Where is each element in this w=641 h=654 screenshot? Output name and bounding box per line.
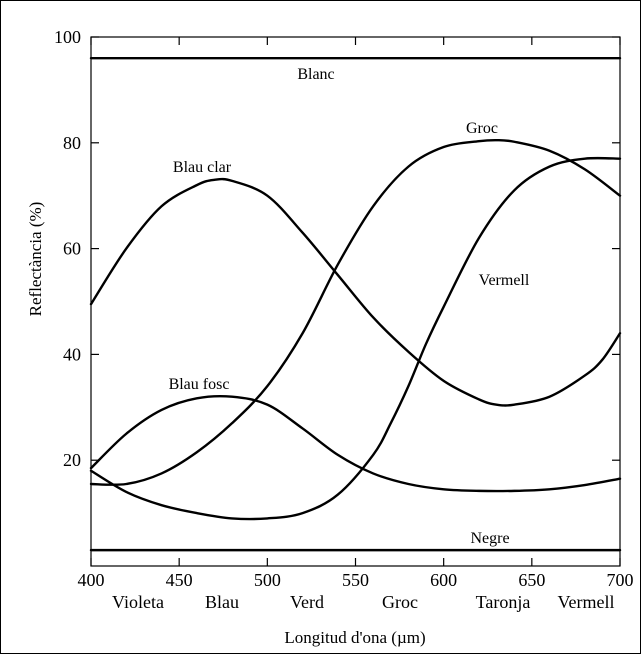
curve-label-vermell: Vermell (479, 272, 530, 289)
curve-blau-fosc (89, 394, 622, 493)
x-tick-labels: 400 450 500 550 600 650 700 (78, 570, 634, 590)
x-tick-label: 600 (430, 570, 457, 590)
x-tick-label: 550 (342, 570, 369, 590)
curve-blau-clar (89, 177, 622, 407)
y-tick-label: 80 (63, 133, 81, 153)
curve-groc (89, 138, 622, 486)
curve-labels: Blanc Negre Blau clar Blau fosc Groc Vermell (169, 66, 530, 547)
axis-ticks (90, 36, 621, 566)
band-label-vermell: Vermell (558, 592, 615, 612)
y-tick-label: 40 (63, 344, 81, 364)
y-axis-title: Reflectància (%) (26, 202, 45, 317)
color-band-labels: Violeta Blau Verd Groc Taronja Vermell (112, 592, 614, 612)
x-axis-title: Longitud d'ona (µm) (284, 628, 425, 647)
x-tick-label: 400 (78, 570, 105, 590)
curve-label-blanc: Blanc (297, 66, 334, 83)
x-tick-label: 650 (518, 570, 545, 590)
band-label-taronja: Taronja (476, 592, 531, 612)
x-tick-label: 500 (254, 570, 281, 590)
band-label-groc: Groc (382, 592, 418, 612)
y-tick-label: 20 (63, 450, 81, 470)
y-tick-label: 100 (54, 27, 81, 47)
curve-vermell (89, 156, 622, 521)
curve-label-negre: Negre (470, 530, 509, 547)
curves (89, 56, 622, 552)
band-label-blau: Blau (205, 592, 239, 612)
band-label-verd: Verd (290, 592, 324, 612)
curve-label-blau-fosc: Blau fosc (169, 376, 230, 393)
plot-frame (90, 36, 621, 567)
y-tick-labels: 20 40 60 80 100 (54, 27, 81, 470)
x-tick-label: 450 (166, 570, 193, 590)
band-label-violeta: Violeta (112, 592, 164, 612)
curve-label-blau-clar: Blau clar (173, 159, 232, 176)
y-tick-label: 60 (63, 239, 81, 259)
plot-area (90, 36, 621, 567)
x-tick-label: 700 (607, 570, 634, 590)
curve-label-groc: Groc (466, 120, 498, 137)
